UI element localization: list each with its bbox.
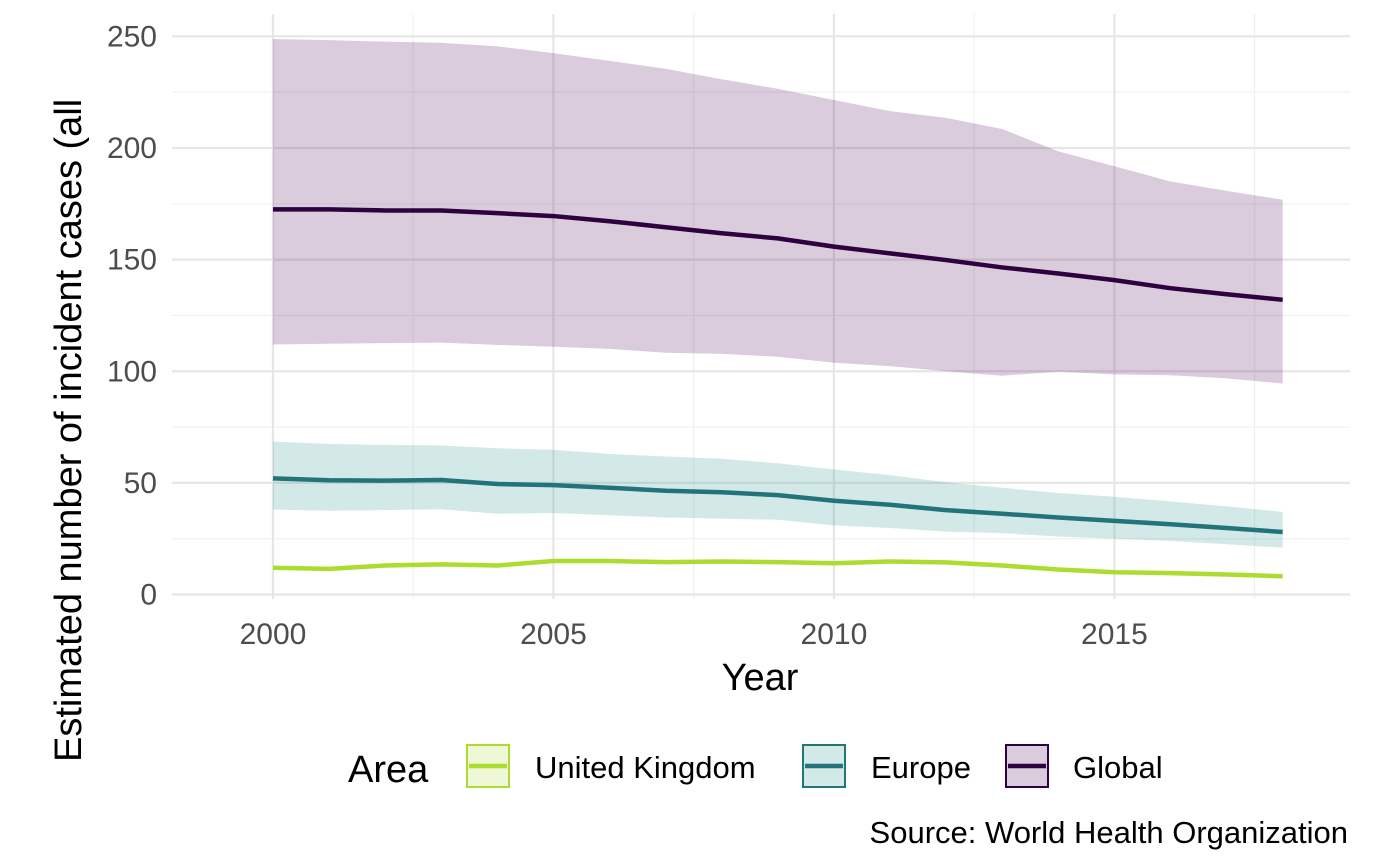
legend: Area United Kingdom Europe Global bbox=[348, 744, 1163, 791]
x-tick-label: 2015 bbox=[1081, 618, 1148, 651]
y-tick-label: 200 bbox=[107, 132, 157, 165]
y-tick-label: 100 bbox=[107, 355, 157, 388]
line-global bbox=[272, 207, 1283, 303]
y-tick-label: 50 bbox=[124, 467, 157, 500]
grid-major bbox=[172, 14, 1350, 599]
legend-label-europe: Europe bbox=[871, 750, 971, 785]
y-tick-labels: 0 50 100 150 200 250 bbox=[107, 20, 157, 611]
line-united-kingdom bbox=[272, 558, 1283, 579]
x-tick-label: 2010 bbox=[801, 618, 868, 651]
legend-item-europe: Europe bbox=[802, 744, 971, 788]
legend-title: Area bbox=[348, 749, 429, 791]
caption: Source: World Health Organization bbox=[870, 815, 1348, 850]
series-lines bbox=[272, 207, 1283, 579]
legend-item-global: Global bbox=[1005, 744, 1163, 788]
x-axis-title: Year bbox=[722, 657, 799, 699]
legend-item-united-kingdom: United Kingdom bbox=[466, 744, 756, 788]
legend-label-united-kingdom: United Kingdom bbox=[535, 750, 756, 785]
legend-label-global: Global bbox=[1073, 750, 1163, 785]
y-axis-title: Estimated number of incident cases (all bbox=[48, 99, 90, 762]
x-tick-label: 2000 bbox=[240, 618, 307, 651]
grid-minor bbox=[172, 14, 1350, 599]
x-tick-label: 2005 bbox=[520, 618, 587, 651]
y-tick-label: 150 bbox=[107, 244, 157, 277]
y-tick-label: 250 bbox=[107, 20, 157, 53]
x-tick-labels: 2000 2005 2010 2015 bbox=[240, 618, 1148, 651]
y-tick-label: 0 bbox=[140, 579, 157, 612]
ribbon-global bbox=[272, 39, 1283, 384]
line-europe bbox=[272, 476, 1283, 535]
